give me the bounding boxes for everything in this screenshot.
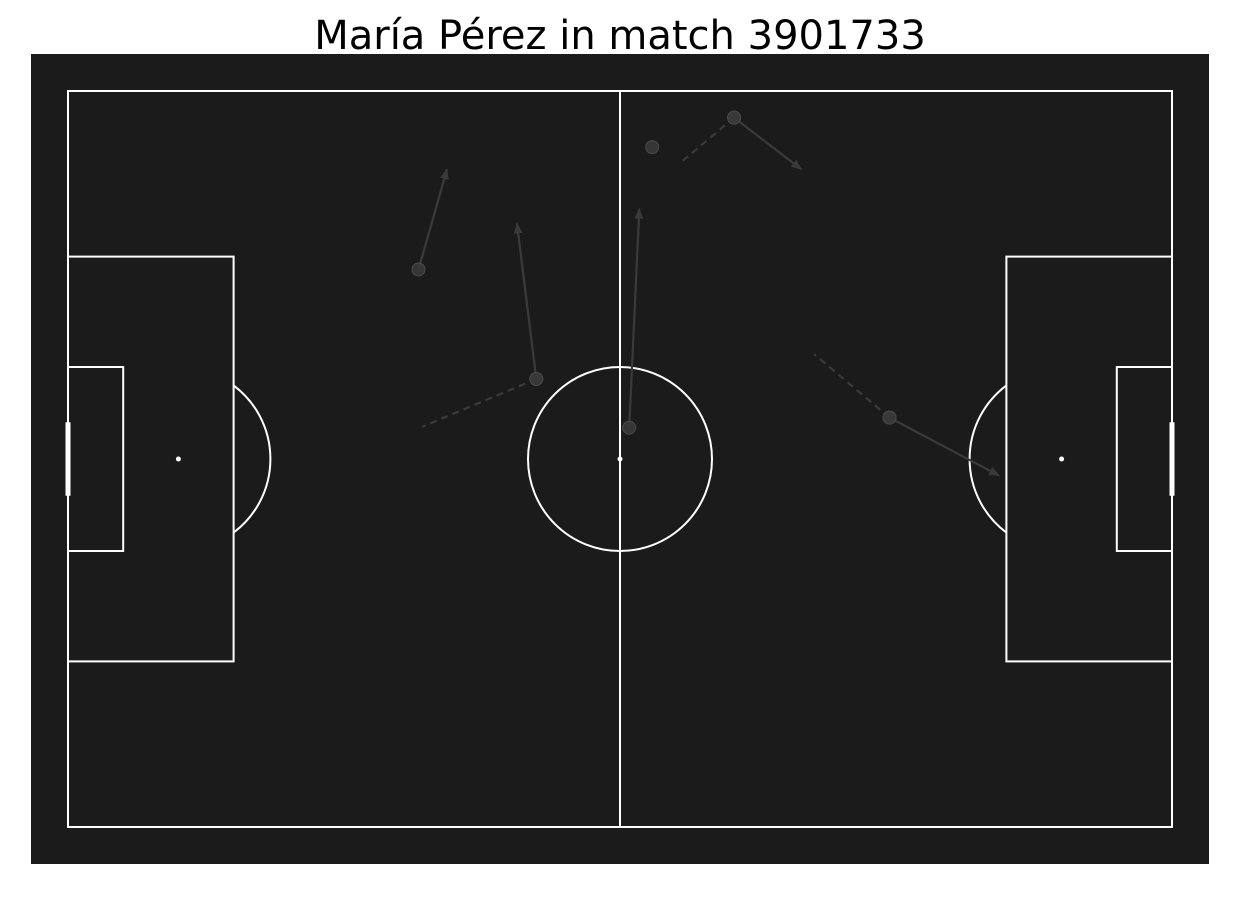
pass-arrow-0 [417, 168, 449, 270]
left-penalty-spot [175, 456, 181, 462]
event-point-4 [645, 140, 660, 155]
carry-line-8 [813, 353, 891, 419]
event-point-0 [411, 262, 426, 277]
event-point-2 [529, 371, 544, 386]
pass-arrow-7 [889, 416, 1001, 477]
pass-arrow-5 [733, 116, 803, 171]
pass-arrow-3 [628, 207, 644, 428]
left-penalty-arc [232, 384, 272, 534]
event-layer [411, 110, 1001, 477]
event-point-8 [882, 410, 897, 425]
pitch-markings [65, 90, 1175, 828]
event-point-6 [727, 110, 742, 125]
chart-title: María Pérez in match 3901733 [314, 13, 926, 59]
event-point-3 [622, 420, 637, 435]
pass-arrow-1 [513, 222, 538, 380]
center-circle [527, 366, 713, 552]
carry-line-2 [421, 377, 537, 428]
right-penalty-spot [1059, 456, 1065, 462]
center-spot [617, 456, 623, 462]
